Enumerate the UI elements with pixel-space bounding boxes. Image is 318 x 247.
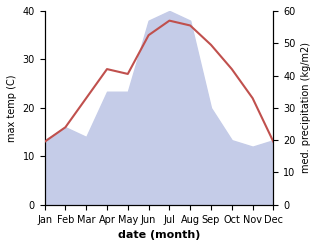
Y-axis label: max temp (C): max temp (C) [7, 74, 17, 142]
Y-axis label: med. precipitation (kg/m2): med. precipitation (kg/m2) [301, 42, 311, 173]
X-axis label: date (month): date (month) [118, 230, 200, 240]
